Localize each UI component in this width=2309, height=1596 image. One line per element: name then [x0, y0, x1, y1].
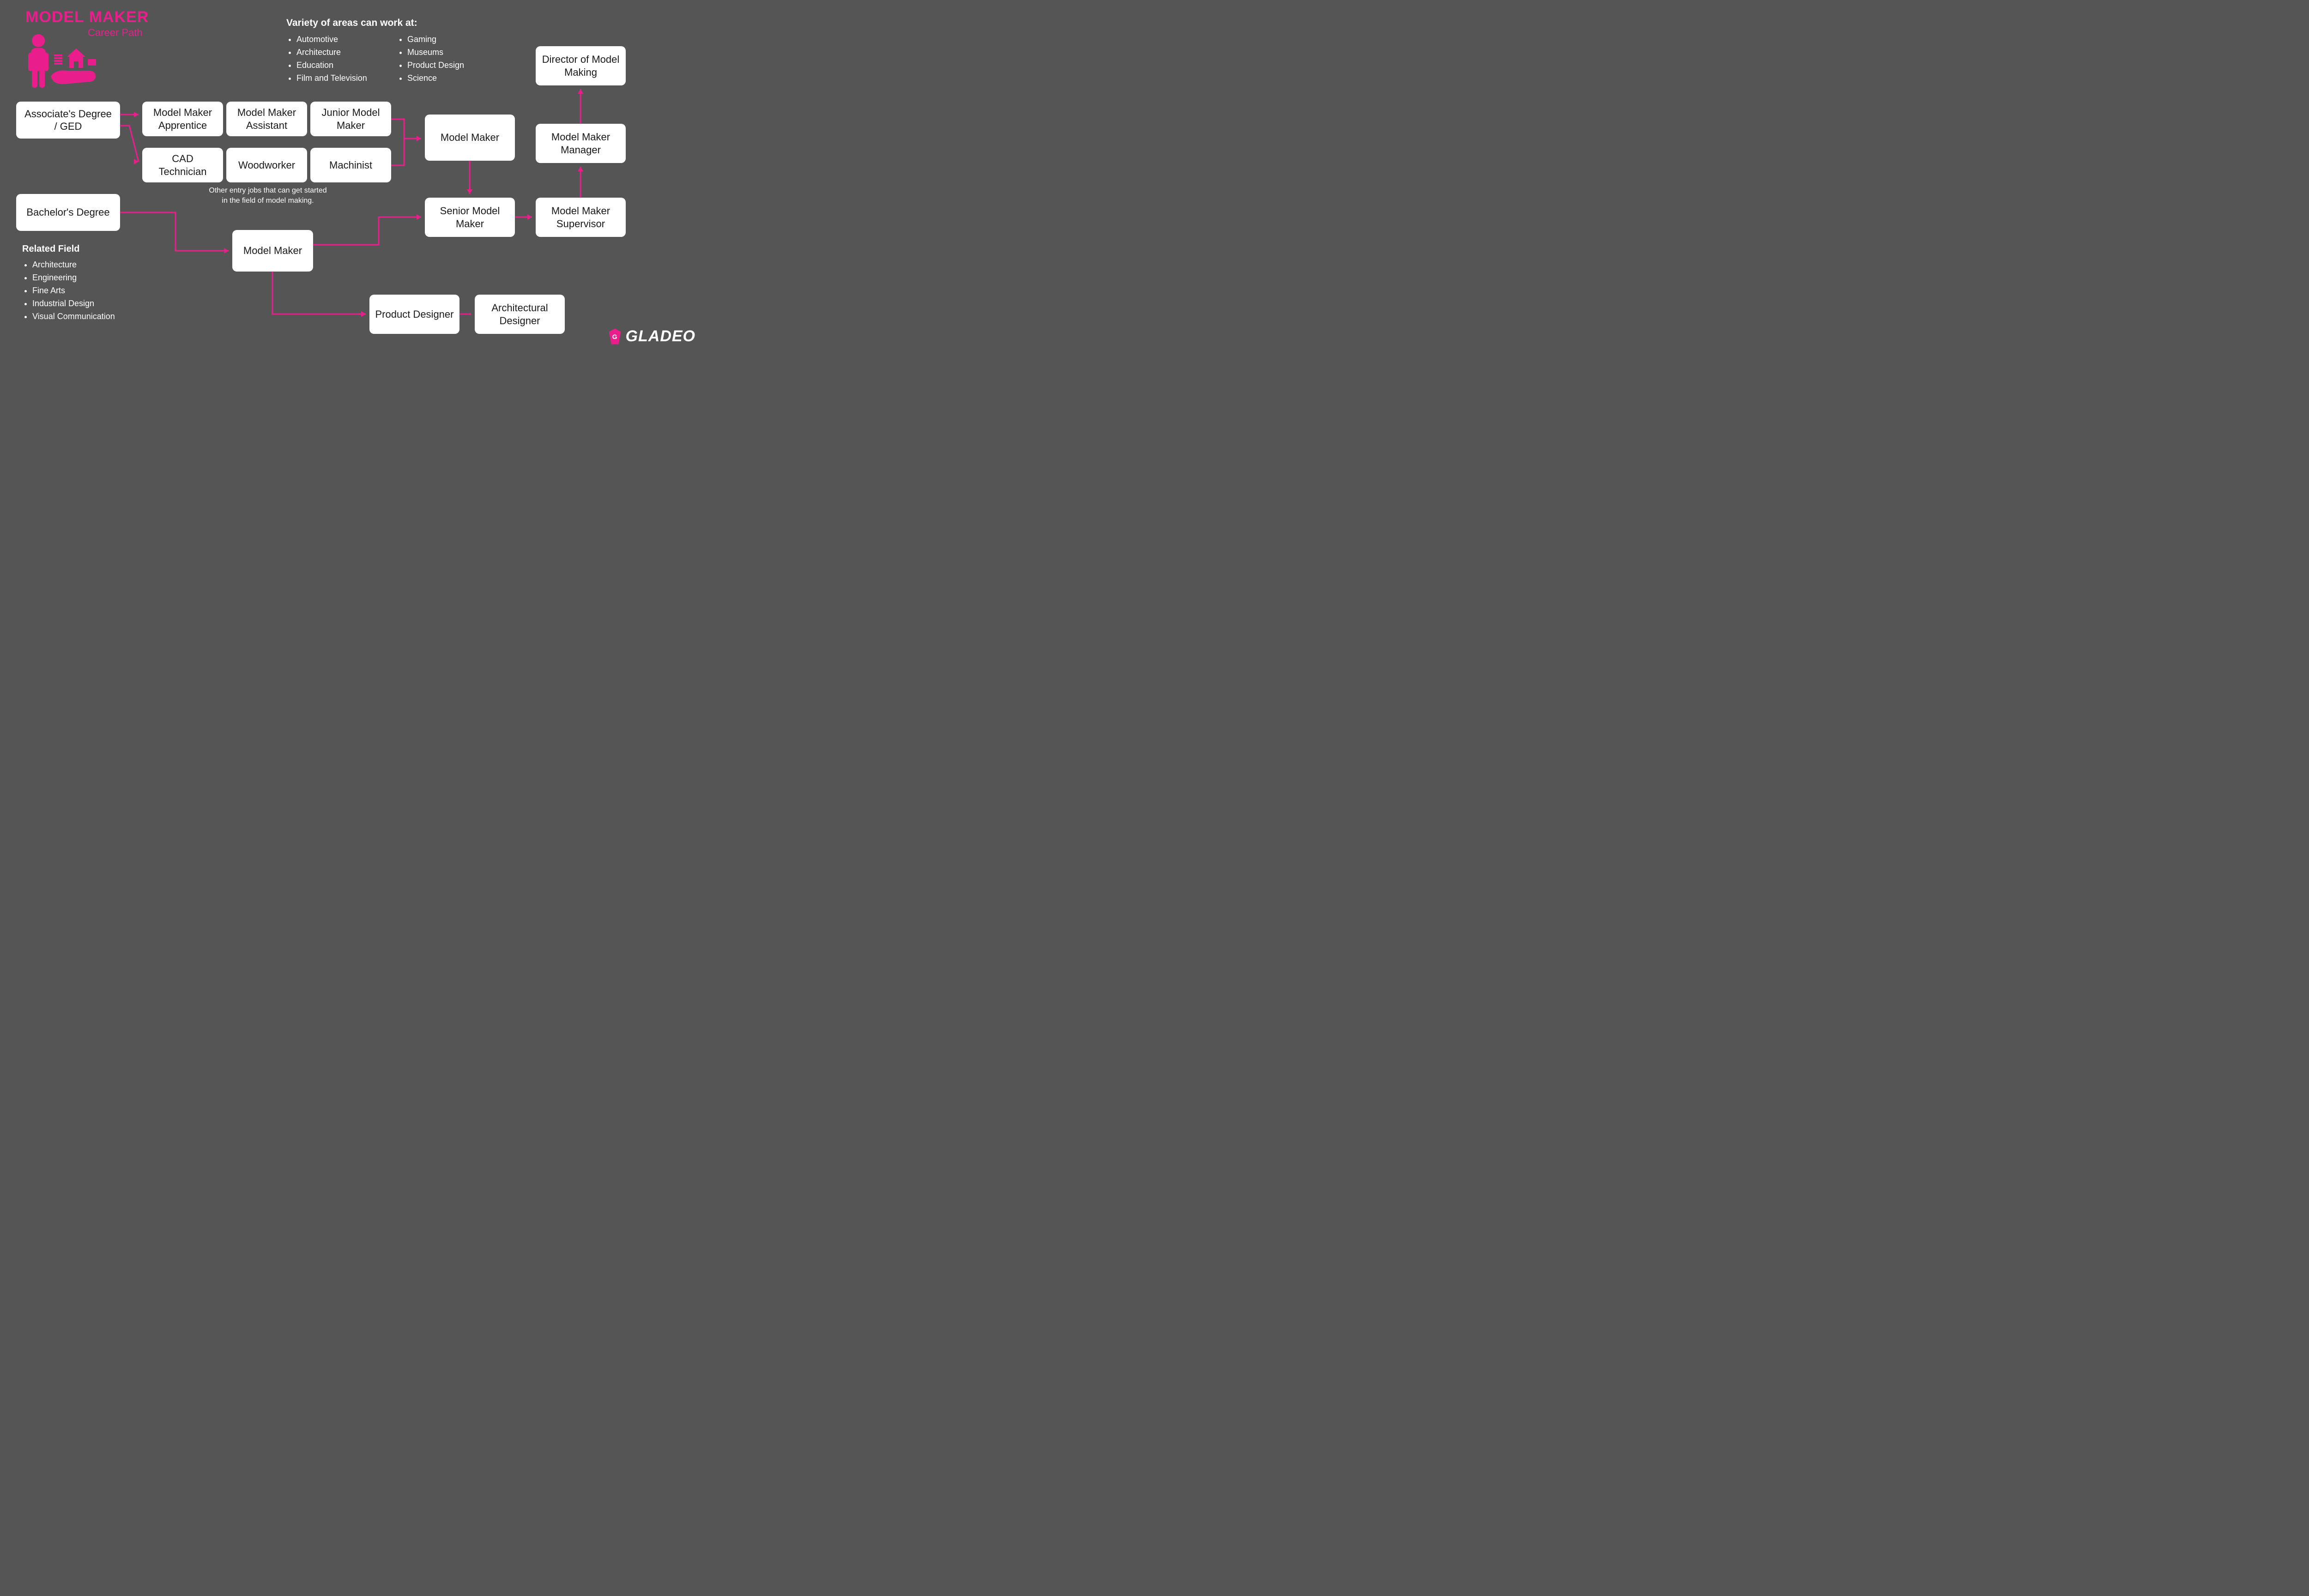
areas-item: Gaming: [407, 33, 464, 46]
brand-logo: GLADEO: [609, 327, 695, 345]
node-director: Director of Model Making: [536, 46, 626, 85]
node-bachelors: Bachelor's Degree: [16, 194, 120, 231]
areas-item: Museums: [407, 46, 464, 59]
node-modelmaker2: Model Maker: [232, 230, 313, 272]
page-title: MODEL MAKER: [25, 8, 149, 26]
node-manager: Model Maker Manager: [536, 124, 626, 163]
areas-item: Education: [296, 59, 367, 72]
areas-list-col2: GamingMuseumsProduct DesignScience: [397, 33, 464, 85]
related-item: Architecture: [32, 259, 115, 272]
areas-item: Film and Television: [296, 72, 367, 85]
node-supervisor: Model Maker Supervisor: [536, 198, 626, 237]
related-item: Engineering: [32, 272, 115, 284]
brand-name: GLADEO: [626, 327, 695, 345]
entry-jobs-note: Other entry jobs that can get started in…: [194, 186, 342, 206]
areas-heading: Variety of areas can work at:: [286, 18, 417, 29]
areas-list-col1: AutomotiveArchitectureEducationFilm and …: [286, 33, 367, 85]
areas-item: Science: [407, 72, 464, 85]
related-field-list: ArchitectureEngineeringFine ArtsIndustri…: [22, 259, 115, 323]
node-assistant: Model Maker Assistant: [226, 102, 307, 136]
entry-note-line1: Other entry jobs that can get started: [194, 186, 342, 196]
node-senior: Senior Model Maker: [425, 198, 515, 237]
related-item: Industrial Design: [32, 297, 115, 310]
node-modelmaker: Model Maker: [425, 115, 515, 161]
related-item: Visual Communication: [32, 310, 115, 323]
person-hand-model-icon: [25, 32, 99, 92]
areas-item: Product Design: [407, 59, 464, 72]
node-woodworker: Woodworker: [226, 148, 307, 182]
node-productdes: Product Designer: [369, 295, 459, 334]
node-associates: Associate's Degree / GED: [16, 102, 120, 139]
node-apprentice: Model Maker Apprentice: [142, 102, 223, 136]
brand-mark-icon: [609, 329, 621, 345]
related-field-heading: Related Field: [22, 244, 79, 254]
node-junior: Junior Model Maker: [310, 102, 391, 136]
node-machinist: Machinist: [310, 148, 391, 182]
entry-note-line2: in the field of model making.: [194, 196, 342, 206]
areas-item: Architecture: [296, 46, 367, 59]
related-item: Fine Arts: [32, 284, 115, 297]
areas-item: Automotive: [296, 33, 367, 46]
node-archdes: Architectural Designer: [475, 295, 565, 334]
node-cadtech: CAD Technician: [142, 148, 223, 182]
